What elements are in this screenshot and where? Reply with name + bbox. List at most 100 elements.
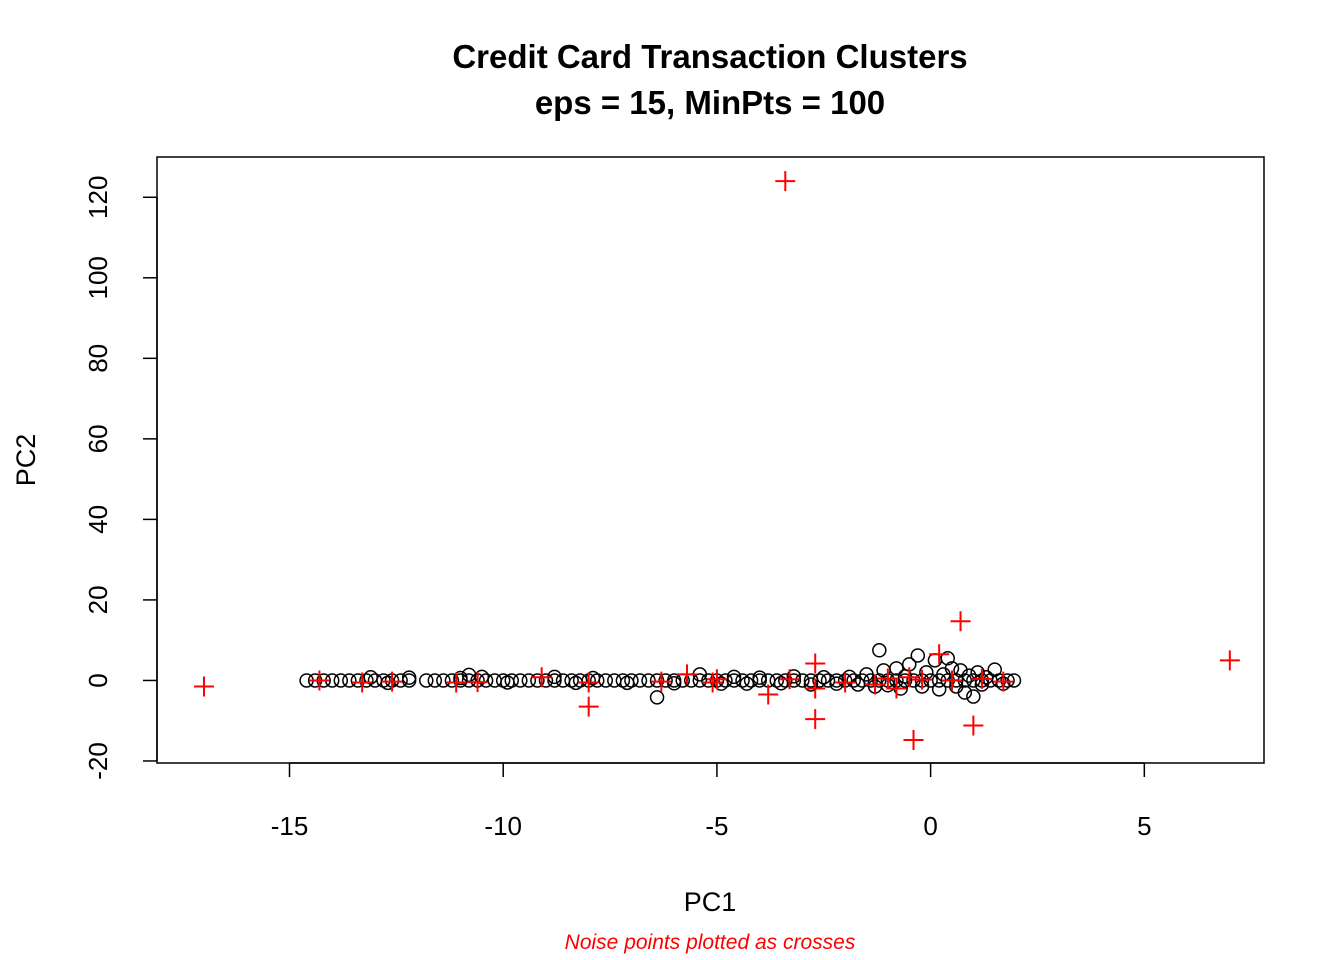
noise-point [912,669,933,690]
cluster-point [872,643,887,658]
cluster-point [966,689,981,704]
cluster-point [778,673,793,688]
noise-point [971,668,992,689]
cluster-point [1000,673,1015,688]
noise-point [835,672,856,693]
y-tick-label: -20 [83,742,113,780]
noise-point [865,674,886,695]
cluster-point [444,673,460,688]
cluster-point [692,673,708,688]
cluster-point [726,669,742,685]
cluster-point [521,673,537,688]
cluster-point [735,673,750,688]
cluster-point [931,682,947,697]
noise-point [446,672,467,693]
cluster-point [795,673,810,688]
noise-point [352,672,373,693]
x-tick-label: 5 [1137,811,1151,841]
cluster-point [363,669,378,685]
noise-point [382,671,403,692]
x-tick-label: -10 [484,811,522,841]
cluster-point [530,673,545,688]
y-axis-label: PC2 [11,434,41,487]
cluster-point [658,673,673,688]
noise-point [651,671,672,692]
cluster-point [786,669,802,684]
noise-point [578,696,599,717]
footnote-text: Noise points plotted as crosses [565,931,856,954]
cluster-point [427,673,443,688]
cluster-point [897,673,913,688]
cluster-point [538,673,554,688]
cluster-point [940,651,955,666]
noise-point [886,678,907,699]
cluster-point [649,673,665,688]
noise-point [805,678,826,699]
noise-point [531,667,552,688]
cluster-point [743,673,759,688]
noise-point [779,669,800,690]
noise-point [702,672,723,693]
cluster-point [773,676,789,691]
cluster-point [812,673,827,688]
y-tick-label: 60 [83,424,113,453]
cluster-point [850,677,866,692]
noise-point [877,668,898,689]
noise-point [963,715,984,736]
cluster-point [585,670,601,686]
noise-point [805,653,826,674]
cluster-point [1006,673,1022,688]
cluster-point [500,675,515,690]
y-tick-label: 20 [83,585,113,614]
noise-point [706,669,727,690]
cluster-point [461,673,477,688]
y-tick-label: 100 [83,256,113,299]
cluster-point [359,673,374,688]
y-tick-label: 40 [83,505,113,534]
y-axis: -20 0 20 40 60 80 100 120 [83,176,158,780]
cluster-point [333,673,349,688]
cluster-point [987,662,1002,677]
noise-point [899,667,920,688]
x-tick-label: 0 [923,811,937,841]
cluster-point [649,690,665,705]
cluster-point [666,676,682,691]
cluster-point [641,673,656,688]
noise-point [1219,650,1240,671]
cluster-point [401,670,417,685]
cluster-point [978,669,994,685]
cluster-point [419,673,434,688]
noise-point [676,664,697,685]
cluster-point [859,667,874,682]
cluster-point [474,669,490,685]
y-tick-label: 80 [83,344,113,373]
noise-point [941,670,962,691]
noise-point [467,672,488,693]
cluster-point [739,676,755,691]
cluster-point [953,663,968,678]
cluster-point [957,685,973,700]
cluster-point [718,673,733,688]
cluster-point [816,669,832,685]
x-axis: -15 -10 -5 0 5 [271,762,1152,841]
cluster-point [713,676,729,691]
cluster-point [846,673,861,688]
cluster-point [769,673,784,688]
noise-point [929,644,950,665]
cluster-point [910,648,926,663]
cluster-point [453,670,468,686]
noise-point [309,670,330,691]
cluster-point [478,673,494,688]
cluster-point [342,673,357,688]
cluster-point [889,661,904,676]
noise-point [993,671,1014,692]
cluster-point [820,673,836,688]
cluster-point [961,668,977,683]
noise-point [903,730,924,751]
cluster-point [380,675,396,691]
x-tick-label: -5 [705,811,728,841]
chart-title: Credit Card Transaction Clusters [452,38,967,75]
noise-points [194,171,1240,751]
